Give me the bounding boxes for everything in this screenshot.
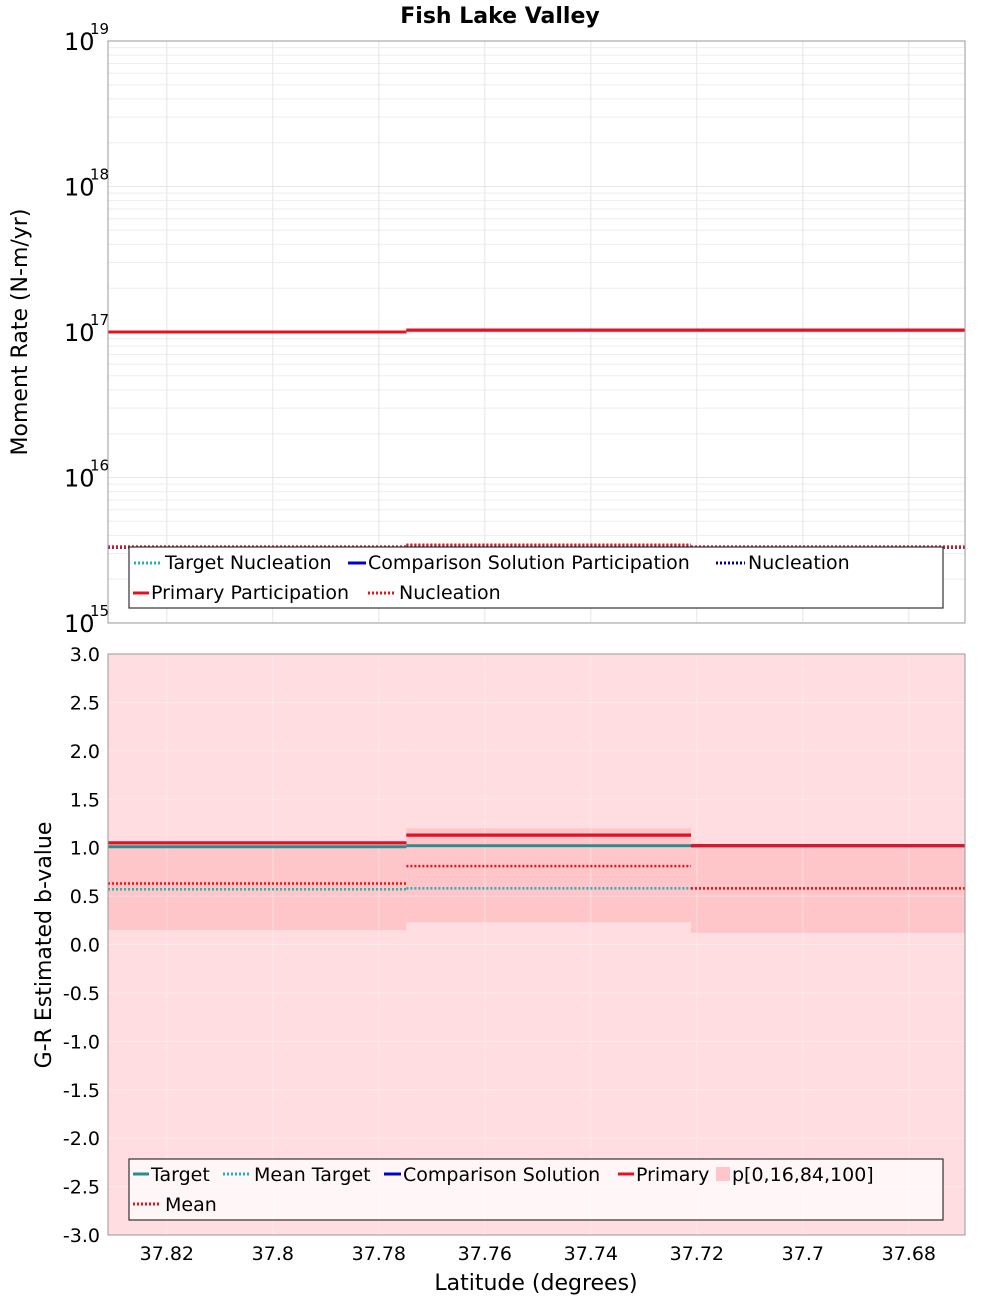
percentile-band-outer: [406, 654, 691, 1235]
legend-swatch-percentiles: [716, 1167, 730, 1181]
x-tick-label: 37.74: [564, 1243, 618, 1265]
moment-rate-y-tick-exponent: 17: [90, 311, 109, 329]
b-value-y-tick-label: 1.5: [70, 789, 100, 811]
x-tick-label: 37.68: [882, 1243, 936, 1265]
b-value-y-tick-label: 0.0: [70, 935, 100, 957]
moment-rate-y-tick-exponent: 15: [90, 602, 109, 620]
b-value-legend: Target Mean Target Comparison Solution P…: [128, 1158, 944, 1221]
b-value-series: [108, 833, 965, 891]
b-value-y-tick-label: 3.0: [70, 644, 100, 666]
b-value-y-tick-label: 2.0: [70, 741, 100, 763]
x-tick-label: 37.72: [670, 1243, 724, 1265]
x-tick-label: 37.8: [252, 1243, 294, 1265]
x-tick-label: 37.78: [352, 1243, 406, 1265]
b-value-y-tick-label: -1.0: [63, 1031, 100, 1053]
moment-rate-y-tick-base: 10: [64, 174, 95, 202]
b-value-panel: -3.0 -2.5 -2.0 -1.5 -1.0 -0.5 0.0 0.5 1.0 1.5 2.0 2…: [32, 644, 966, 1296]
legend-label-primary-participation: Primary Participation: [151, 582, 349, 604]
legend-label-comparison-participation: Comparison Solution Participation: [368, 552, 690, 574]
b-value-x-ticks: 37.82 37.8 37.78 37.76 37.74 37.72 37.7 37.68: [140, 1243, 936, 1265]
b-value-y-tick-label: -2.0: [63, 1128, 100, 1150]
moment-rate-y-tick-base: 10: [64, 319, 95, 347]
legend-label-comparison-solution: Comparison Solution: [403, 1164, 600, 1186]
moment-rate-y-axis-label: Moment Rate (N-m/yr): [8, 209, 33, 456]
moment-rate-y-tick-exponent: 19: [90, 20, 109, 38]
moment-rate-y-tick-base: 10: [64, 28, 95, 56]
chart-title: Fish Lake Valley: [400, 4, 599, 29]
legend-label-percentiles: p[0,16,84,100]: [732, 1164, 874, 1186]
legend-label-mean: Mean: [165, 1194, 217, 1216]
percentile-band-outer: [690, 654, 965, 1235]
b-value-y-ticks: -3.0 -2.5 -2.0 -1.5 -1.0 -0.5 0.0 0.5 1.0 1.5 2.0 2…: [63, 644, 100, 1247]
moment-rate-grid: [108, 40, 965, 624]
x-tick-label: 37.82: [140, 1243, 194, 1265]
b-value-y-tick-label: -1.5: [63, 1080, 100, 1102]
b-value-y-tick-label: 1.0: [70, 838, 100, 860]
legend-label-mean-target: Mean Target: [254, 1164, 371, 1186]
legend-label-target: Target: [150, 1164, 210, 1186]
b-value-y-tick-label: 0.5: [70, 886, 100, 908]
moment-rate-y-tick-exponent: 16: [90, 457, 109, 475]
moment-rate-legend-box: [128, 546, 944, 609]
b-value-legend-box: [128, 1158, 944, 1221]
b-value-y-axis-label: G-R Estimated b-value: [32, 822, 57, 1069]
percentile-band-inner: [690, 847, 965, 933]
moment-rate-y-tick-exponent: 18: [90, 166, 109, 184]
b-value-frame: [107, 653, 966, 1236]
b-value-y-tick-label: -3.0: [63, 1225, 100, 1247]
moment-rate-legend: Target Nucleation Comparison Solution Pa…: [128, 546, 944, 609]
b-value-percentile-bands: [108, 654, 965, 1235]
percentile-band-outer: [108, 654, 407, 1235]
moment-rate-y-tick-base: 10: [64, 610, 95, 638]
legend-label-primary: Primary: [636, 1164, 709, 1186]
legend-label-comparison-nucleation: Nucleation: [748, 552, 850, 574]
legend-label-primary-nucleation: Nucleation: [399, 582, 501, 604]
b-value-y-tick-label: 2.5: [70, 692, 100, 714]
b-value-y-tick-label: -2.5: [63, 1177, 100, 1199]
moment-rate-frame: [107, 40, 966, 624]
legend-label-target-nucleation: Target Nucleation: [164, 552, 332, 574]
percentile-band-inner: [406, 828, 691, 923]
x-axis-label: Latitude (degrees): [434, 1271, 637, 1296]
moment-rate-y-tick-base: 10: [64, 465, 95, 493]
b-value-y-tick-label: -0.5: [63, 983, 100, 1005]
x-tick-label: 37.7: [782, 1243, 824, 1265]
x-tick-label: 37.76: [458, 1243, 512, 1265]
